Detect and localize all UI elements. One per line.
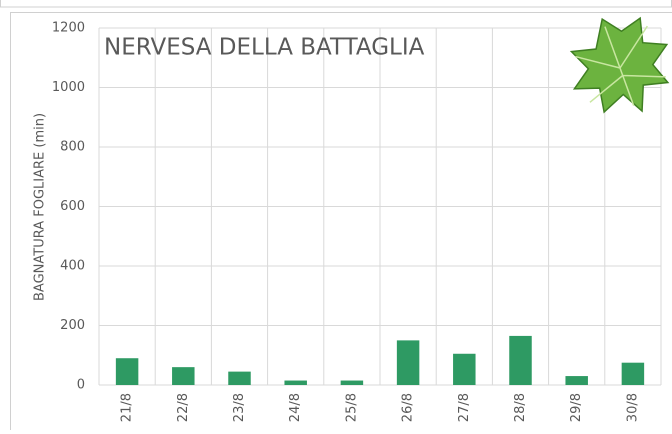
bar (453, 354, 475, 385)
y-tick-label: 0 (77, 378, 85, 393)
y-tick-label: 1000 (52, 80, 85, 95)
x-tick-label: 29/8 (569, 393, 584, 422)
x-tick-label: 26/8 (401, 393, 416, 422)
y-tick-label: 600 (60, 199, 85, 214)
top-strip (1, 0, 672, 7)
bar (565, 376, 587, 385)
x-tick-label: 25/8 (344, 393, 359, 422)
y-tick-label: 200 (60, 318, 85, 333)
bar (341, 381, 363, 385)
bar (228, 372, 250, 385)
y-tick-label: 400 (60, 259, 85, 274)
bar (509, 336, 531, 385)
x-tick-label: 27/8 (457, 393, 472, 422)
x-tick-label: 30/8 (625, 393, 640, 422)
bar (116, 358, 138, 385)
x-tick-label: 22/8 (176, 393, 191, 422)
bar (284, 381, 306, 385)
page: {"chart_data": {"type": "bar", "title": … (0, 0, 672, 430)
bar (397, 340, 419, 385)
chart-title: NERVESA DELLA BATTAGLIA (104, 35, 425, 61)
x-tick-label: 21/8 (120, 393, 135, 422)
bar (622, 363, 644, 385)
chart-frame (11, 13, 672, 431)
x-tick-label: 28/8 (513, 393, 528, 422)
chart: 0 200 400 600 800 1000 1200 21/8 22/8 23/8 24/8 25/… (0, 0, 672, 430)
x-tick-label: 23/8 (232, 393, 247, 422)
y-axis-label: BAGNATURA FOGLIARE (min) (33, 113, 48, 301)
x-tick-label: 24/8 (288, 393, 303, 422)
y-tick-label: 1200 (52, 21, 85, 36)
bar (172, 367, 194, 385)
y-tick-label: 800 (60, 140, 85, 155)
